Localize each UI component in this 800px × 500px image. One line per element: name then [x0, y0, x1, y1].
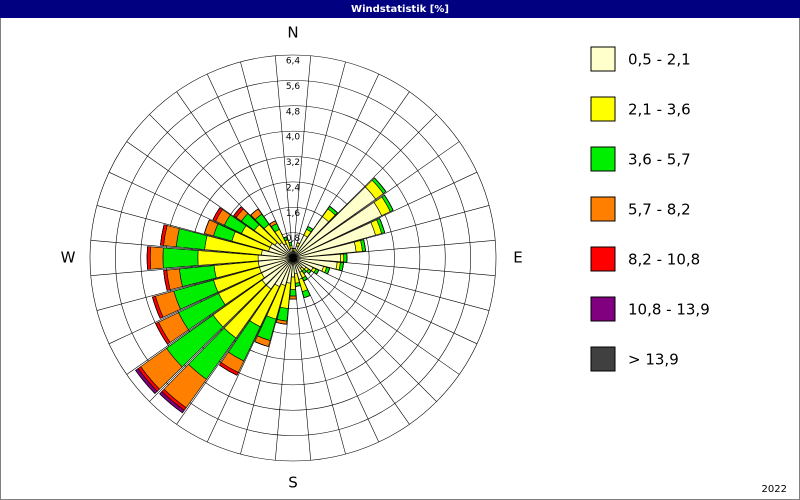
- wedge: [307, 226, 313, 230]
- footer: 2022: [762, 484, 787, 495]
- wedge: [160, 224, 165, 246]
- legend-swatch: [590, 246, 616, 272]
- ring-label: 3,2: [286, 158, 300, 168]
- wedge: [327, 268, 330, 274]
- wedge: [289, 295, 297, 300]
- legend-swatch: [590, 46, 616, 72]
- legend-label: > 13,9: [628, 351, 679, 369]
- wedge: [149, 246, 164, 270]
- legend-label: 3,6 - 5,7: [628, 151, 691, 169]
- ring-label: 4,0: [286, 133, 301, 143]
- grid-ring: [89, 54, 497, 462]
- wedge: [303, 271, 307, 274]
- legend-label: 5,7 - 8,2: [628, 201, 691, 219]
- legend-swatch: [590, 146, 616, 172]
- wedge: [212, 207, 221, 220]
- compass-label: E: [513, 249, 522, 267]
- legend-swatch: [590, 96, 616, 122]
- ring-label: 4,8: [286, 107, 301, 117]
- wedge: [283, 236, 288, 239]
- wedge: [219, 364, 238, 376]
- wedge: [343, 253, 348, 263]
- wedge: [340, 253, 345, 263]
- wedge: [204, 219, 210, 234]
- legend-label: 0,5 - 2,1: [628, 51, 691, 69]
- ring-label: 0,8: [286, 234, 301, 244]
- wedge: [162, 247, 199, 269]
- wedge: [146, 246, 152, 270]
- title-bar: [0, 0, 800, 18]
- legend-label: 8,2 - 10,8: [628, 251, 700, 269]
- ring-label: 6,4: [286, 57, 301, 67]
- compass-label: S: [288, 474, 298, 492]
- wedge: [152, 296, 161, 319]
- wedge: [289, 289, 297, 297]
- legend-swatch: [590, 196, 616, 222]
- wedge: [254, 341, 269, 347]
- grid-ring: [115, 80, 471, 436]
- ring-label: 2,4: [286, 183, 301, 193]
- legend-label: 2,1 - 3,6: [628, 101, 691, 119]
- legend-label: 10,8 - 13,9: [628, 301, 710, 319]
- ring-label: 1,6: [286, 209, 301, 219]
- legend-swatch: [590, 296, 616, 322]
- legend-swatch: [590, 346, 616, 372]
- ring-label: 5,6: [286, 82, 301, 92]
- chart-title: Windstatistik [%]: [351, 4, 449, 15]
- compass-label: N: [287, 24, 298, 42]
- compass-label: W: [61, 249, 76, 267]
- grid-ring: [140, 105, 446, 411]
- wedge: [329, 206, 338, 213]
